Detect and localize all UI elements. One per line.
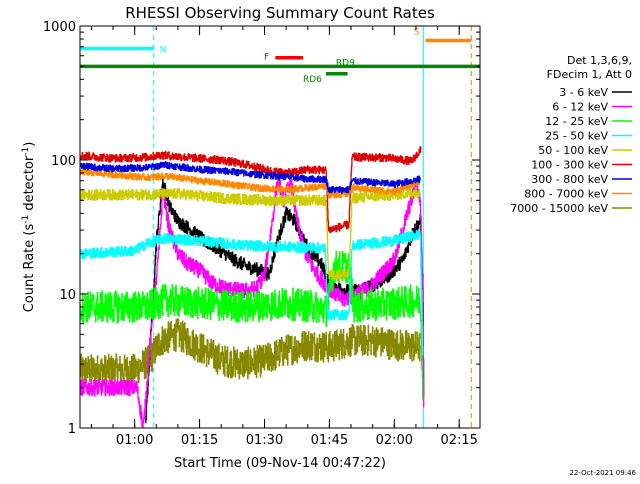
y-axis-label-main: Count Rate (s [22,224,37,313]
legend-label: 100 - 300 keV [531,159,608,172]
y-axis-label-mid: detector [22,155,37,215]
series-line [79,186,421,281]
x-tick-label: 01:15 [181,433,218,448]
axes: 1 10 100 1000 01:00 01:15 01:30 01:45 02:00 02:15 [43,20,480,448]
y-tick-label: 1 [68,422,76,437]
generation-timestamp: 22-Oct-2021 09:46 [570,469,637,477]
flag-label: RD9 [336,58,355,68]
y-tick-label: 1000 [43,20,76,35]
legend-label: 300 - 800 keV [531,173,608,186]
flag-label: RD6 [303,75,322,85]
y-axis-label-sup2: -1 [21,147,31,156]
legend-label: 6 - 12 keV [552,101,608,114]
series-line [79,229,424,356]
flag-label: S [414,27,420,37]
chart-title: RHESSI Observing Summary Count Rates [125,4,435,22]
legend-label: 12 - 25 keV [545,115,608,128]
y-axis-label-end: ) [22,142,37,147]
legend-label: 3 - 6 keV [559,86,608,99]
legend-header-detectors: Det 1,3,6,9, [567,54,632,67]
y-tick-label: 10 [59,288,76,303]
x-tick-label: 02:00 [376,433,413,448]
flag-label: F [264,53,269,63]
x-axis-label: Start Time (09-Nov-14 00:47:22) [174,456,386,471]
y-axis-label: Count Rate (s-1 detector-1) [21,142,37,313]
legend: Det 1,3,6,9, FDecim 1, Att 0 3 - 6 keV 6 … [510,54,632,215]
series-line [79,167,421,199]
legend-label: 7000 - 15000 keV [510,202,608,215]
y-tick-label: 100 [51,154,76,169]
x-tick-label: 01:45 [311,433,348,448]
flag-label: N [160,45,167,55]
x-tick-label: 01:30 [246,433,283,448]
plot-area: N S F RD9 RD6 [79,26,480,428]
legend-label: 25 - 50 keV [545,130,608,143]
series-line [145,178,425,424]
legend-label: 800 - 7000 keV [524,188,608,201]
x-tick-label: 02:15 [440,433,477,448]
legend-header-decimation: FDecim 1, Att 0 [547,68,632,81]
series-line [79,161,421,194]
series-line [79,146,422,234]
series-line [79,250,424,400]
x-tick-label: 01:00 [116,433,153,448]
plot-frame [79,25,481,429]
y-axis-label-sup1: -1 [21,215,31,224]
legend-label: 50 - 100 keV [538,144,608,157]
series-line [79,174,425,428]
series-line [79,318,421,387]
